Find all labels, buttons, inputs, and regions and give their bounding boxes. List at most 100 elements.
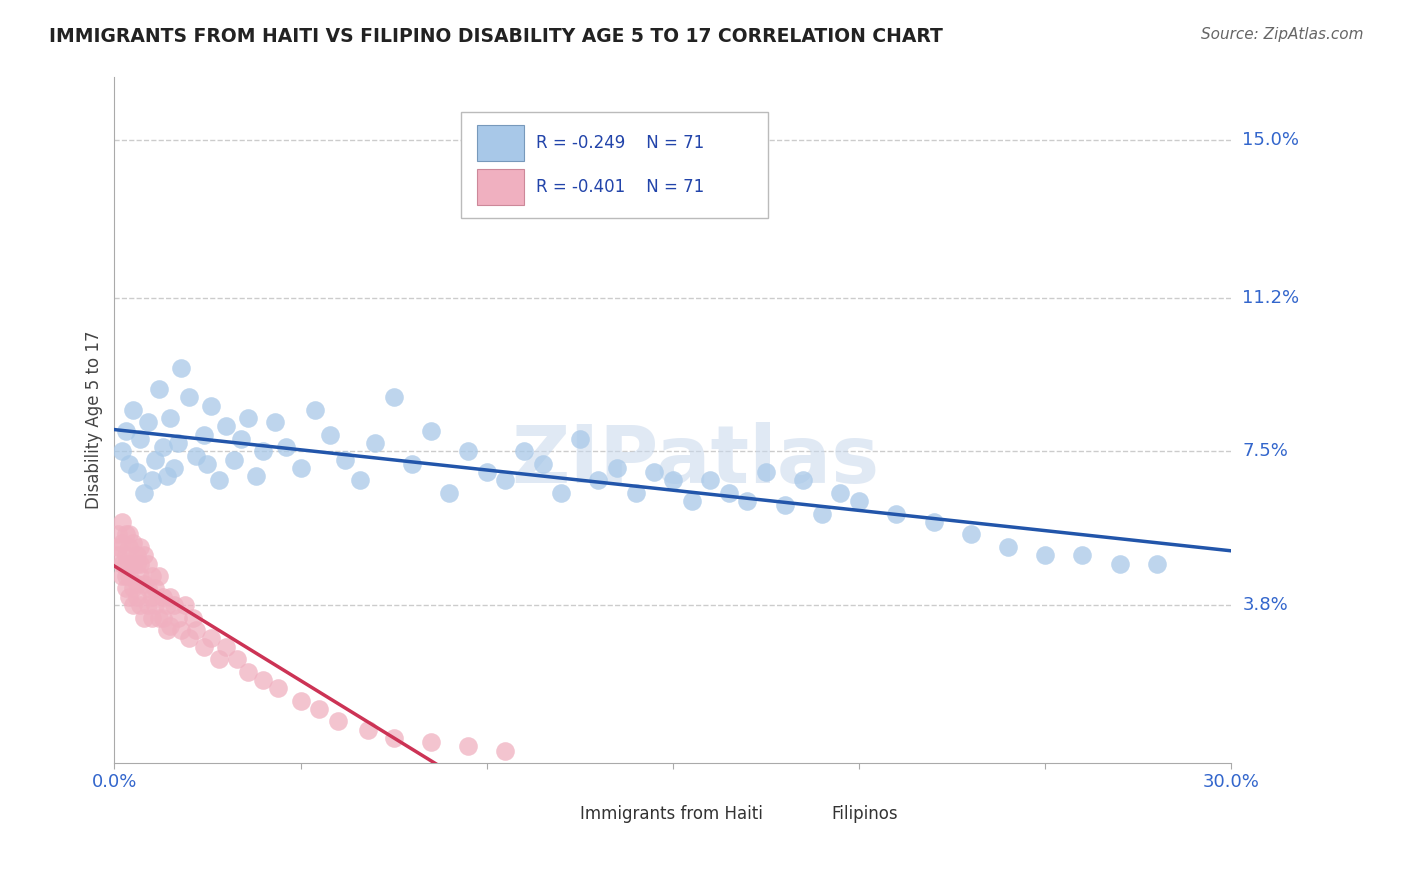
Text: ZIPatlas: ZIPatlas: [512, 422, 879, 500]
Text: R = -0.401    N = 71: R = -0.401 N = 71: [536, 178, 704, 195]
Point: [114, 527, 136, 541]
Point: [197, 457, 219, 471]
Point: [125, 577, 148, 591]
Point: [122, 557, 145, 571]
Point: [215, 640, 238, 654]
Point: [145, 598, 167, 612]
Point: [118, 557, 141, 571]
Point: [118, 569, 141, 583]
Point: [792, 474, 814, 488]
Point: [252, 444, 274, 458]
Point: [129, 569, 152, 583]
Point: [111, 557, 134, 571]
Text: Immigrants from Haiti: Immigrants from Haiti: [581, 805, 763, 823]
Point: [125, 557, 148, 571]
Point: [208, 474, 231, 488]
Point: [136, 582, 159, 596]
FancyBboxPatch shape: [531, 800, 569, 829]
Point: [129, 432, 152, 446]
Point: [811, 507, 834, 521]
Text: Source: ZipAtlas.com: Source: ZipAtlas.com: [1201, 27, 1364, 42]
Point: [335, 452, 357, 467]
Point: [208, 652, 231, 666]
Point: [662, 474, 685, 488]
Point: [238, 411, 260, 425]
Point: [531, 457, 554, 471]
Text: 15.0%: 15.0%: [1243, 131, 1299, 149]
Point: [884, 507, 907, 521]
Point: [457, 444, 479, 458]
Point: [1071, 548, 1094, 562]
Point: [773, 499, 796, 513]
Point: [457, 739, 479, 754]
Point: [717, 486, 740, 500]
Point: [145, 452, 167, 467]
Text: R = -0.249    N = 71: R = -0.249 N = 71: [536, 134, 704, 152]
Point: [1108, 557, 1130, 571]
Point: [699, 474, 721, 488]
Point: [155, 623, 177, 637]
Point: [136, 415, 159, 429]
Text: 11.2%: 11.2%: [1243, 289, 1299, 307]
Point: [401, 457, 423, 471]
Point: [494, 743, 516, 757]
Point: [356, 723, 378, 737]
Point: [550, 486, 572, 500]
Point: [129, 540, 152, 554]
Point: [643, 465, 665, 479]
Point: [193, 427, 215, 442]
Point: [136, 598, 159, 612]
Point: [755, 465, 778, 479]
Point: [166, 436, 188, 450]
Point: [114, 569, 136, 583]
Point: [186, 449, 208, 463]
Point: [737, 494, 759, 508]
Point: [475, 465, 498, 479]
Point: [513, 444, 536, 458]
Point: [245, 469, 267, 483]
Point: [107, 548, 129, 562]
Point: [568, 432, 591, 446]
Point: [1033, 548, 1056, 562]
Point: [118, 457, 141, 471]
FancyBboxPatch shape: [461, 112, 768, 218]
Point: [111, 569, 134, 583]
Point: [134, 548, 156, 562]
Point: [152, 610, 174, 624]
Point: [148, 569, 170, 583]
Point: [229, 432, 252, 446]
Point: [419, 735, 441, 749]
Point: [382, 731, 405, 745]
Point: [122, 402, 145, 417]
Point: [290, 461, 312, 475]
Point: [308, 702, 330, 716]
Point: [118, 527, 141, 541]
Point: [122, 582, 145, 596]
Point: [349, 474, 371, 488]
Point: [588, 474, 610, 488]
Point: [114, 548, 136, 562]
Point: [141, 474, 163, 488]
Y-axis label: Disability Age 5 to 17: Disability Age 5 to 17: [86, 331, 103, 509]
Point: [186, 623, 208, 637]
Point: [134, 577, 156, 591]
Point: [166, 610, 188, 624]
Point: [114, 582, 136, 596]
Point: [624, 486, 647, 500]
Point: [152, 440, 174, 454]
Point: [382, 390, 405, 404]
Point: [155, 469, 177, 483]
Text: IMMIGRANTS FROM HAITI VS FILIPINO DISABILITY AGE 5 TO 17 CORRELATION CHART: IMMIGRANTS FROM HAITI VS FILIPINO DISABI…: [49, 27, 943, 45]
Point: [304, 402, 326, 417]
Point: [290, 693, 312, 707]
Point: [145, 582, 167, 596]
Point: [107, 540, 129, 554]
Point: [959, 527, 981, 541]
Text: 3.8%: 3.8%: [1243, 596, 1288, 614]
Point: [494, 474, 516, 488]
Point: [419, 424, 441, 438]
FancyBboxPatch shape: [478, 125, 524, 161]
Point: [848, 494, 870, 508]
Point: [163, 461, 186, 475]
Point: [125, 548, 148, 562]
